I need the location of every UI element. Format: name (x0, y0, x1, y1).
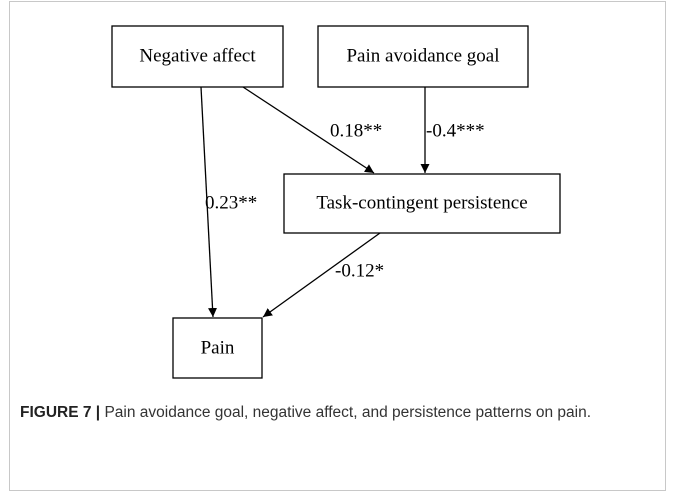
edge-label: 0.18** (330, 120, 382, 141)
page: {"nodes": [ {"label": "Negative affect"}… (9, 1, 666, 491)
edge-arrow (200, 86, 218, 318)
caption-text: Pain avoidance goal, negative affect, an… (104, 404, 592, 421)
caption: FIGURE 7 | Pain avoidance goal, negative… (20, 399, 660, 427)
node-box (283, 173, 561, 234)
edge-label: 0.23** (205, 192, 257, 213)
node-box (111, 25, 284, 88)
node-label: Pain (201, 337, 235, 358)
node-label: Pain avoidance goal (346, 45, 499, 66)
edge-arrow (242, 86, 375, 174)
node-label: Task-contingent persistence (316, 192, 527, 213)
edge-label: -0.12* (335, 260, 384, 281)
edge-arrow (262, 232, 381, 318)
node-box (172, 317, 263, 379)
diagram: Negative affect Pain avoidance goal Task… (111, 25, 561, 379)
edge-label: -0.4*** (426, 120, 485, 141)
node-label: Negative affect (139, 45, 256, 66)
node-box (317, 25, 529, 88)
caption-label: FIGURE 7 | (20, 404, 101, 421)
